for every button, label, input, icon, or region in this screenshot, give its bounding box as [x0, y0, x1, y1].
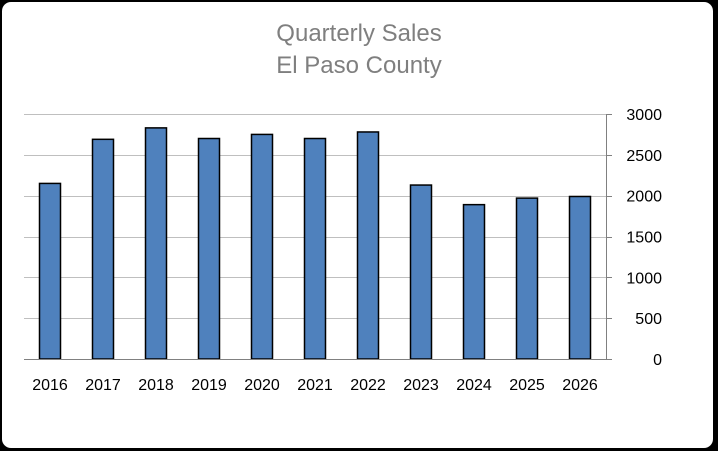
- x-tick-label: 2018: [138, 377, 174, 394]
- bars: [38, 127, 592, 360]
- x-tick-label: 2022: [350, 377, 386, 394]
- bar-2016: [38, 182, 62, 360]
- chart-title-block: Quarterly Sales El Paso County: [0, 18, 718, 82]
- x-tick-label: 2021: [297, 377, 333, 394]
- bar-2020: [250, 133, 274, 360]
- y-tick-labels: 0 500 1000 1500 2000 2500 3000: [626, 107, 662, 369]
- x-tick-labels: 2016 2017 2018 2019 2020 2021 2022 2023 2024 2025…: [32, 377, 598, 394]
- bar-2023: [409, 184, 433, 360]
- bar-2021: [303, 137, 327, 360]
- chart-title: Quarterly Sales: [276, 20, 442, 47]
- chart-subtitle: El Paso County: [276, 52, 442, 79]
- bar-2026: [568, 195, 592, 360]
- bar-2019: [197, 137, 221, 360]
- y-tick-label: 1500: [626, 230, 662, 247]
- x-tick-label: 2024: [456, 377, 492, 394]
- x-tick-label: 2025: [509, 377, 545, 394]
- y-tick-label: 1000: [626, 270, 662, 287]
- x-tick-label: 2019: [191, 377, 227, 394]
- x-tick-label: 2016: [32, 377, 68, 394]
- x-tick-label: 2026: [562, 377, 598, 394]
- y-tick-label: 2500: [626, 148, 662, 165]
- bar-2018: [144, 127, 168, 360]
- x-tick-label: 2017: [85, 377, 121, 394]
- bar-2024: [462, 203, 486, 360]
- axes: [24, 114, 612, 360]
- bar-2022: [356, 131, 380, 360]
- y-tick-label: 500: [635, 311, 662, 328]
- bar-2017: [91, 138, 115, 360]
- y-tick-label: 2000: [626, 189, 662, 206]
- y-tick-label: 3000: [626, 107, 662, 124]
- y-tick-label: 0: [653, 352, 662, 369]
- x-tick-label: 2020: [244, 377, 280, 394]
- bar-2025: [515, 197, 539, 360]
- x-tick-label: 2023: [403, 377, 439, 394]
